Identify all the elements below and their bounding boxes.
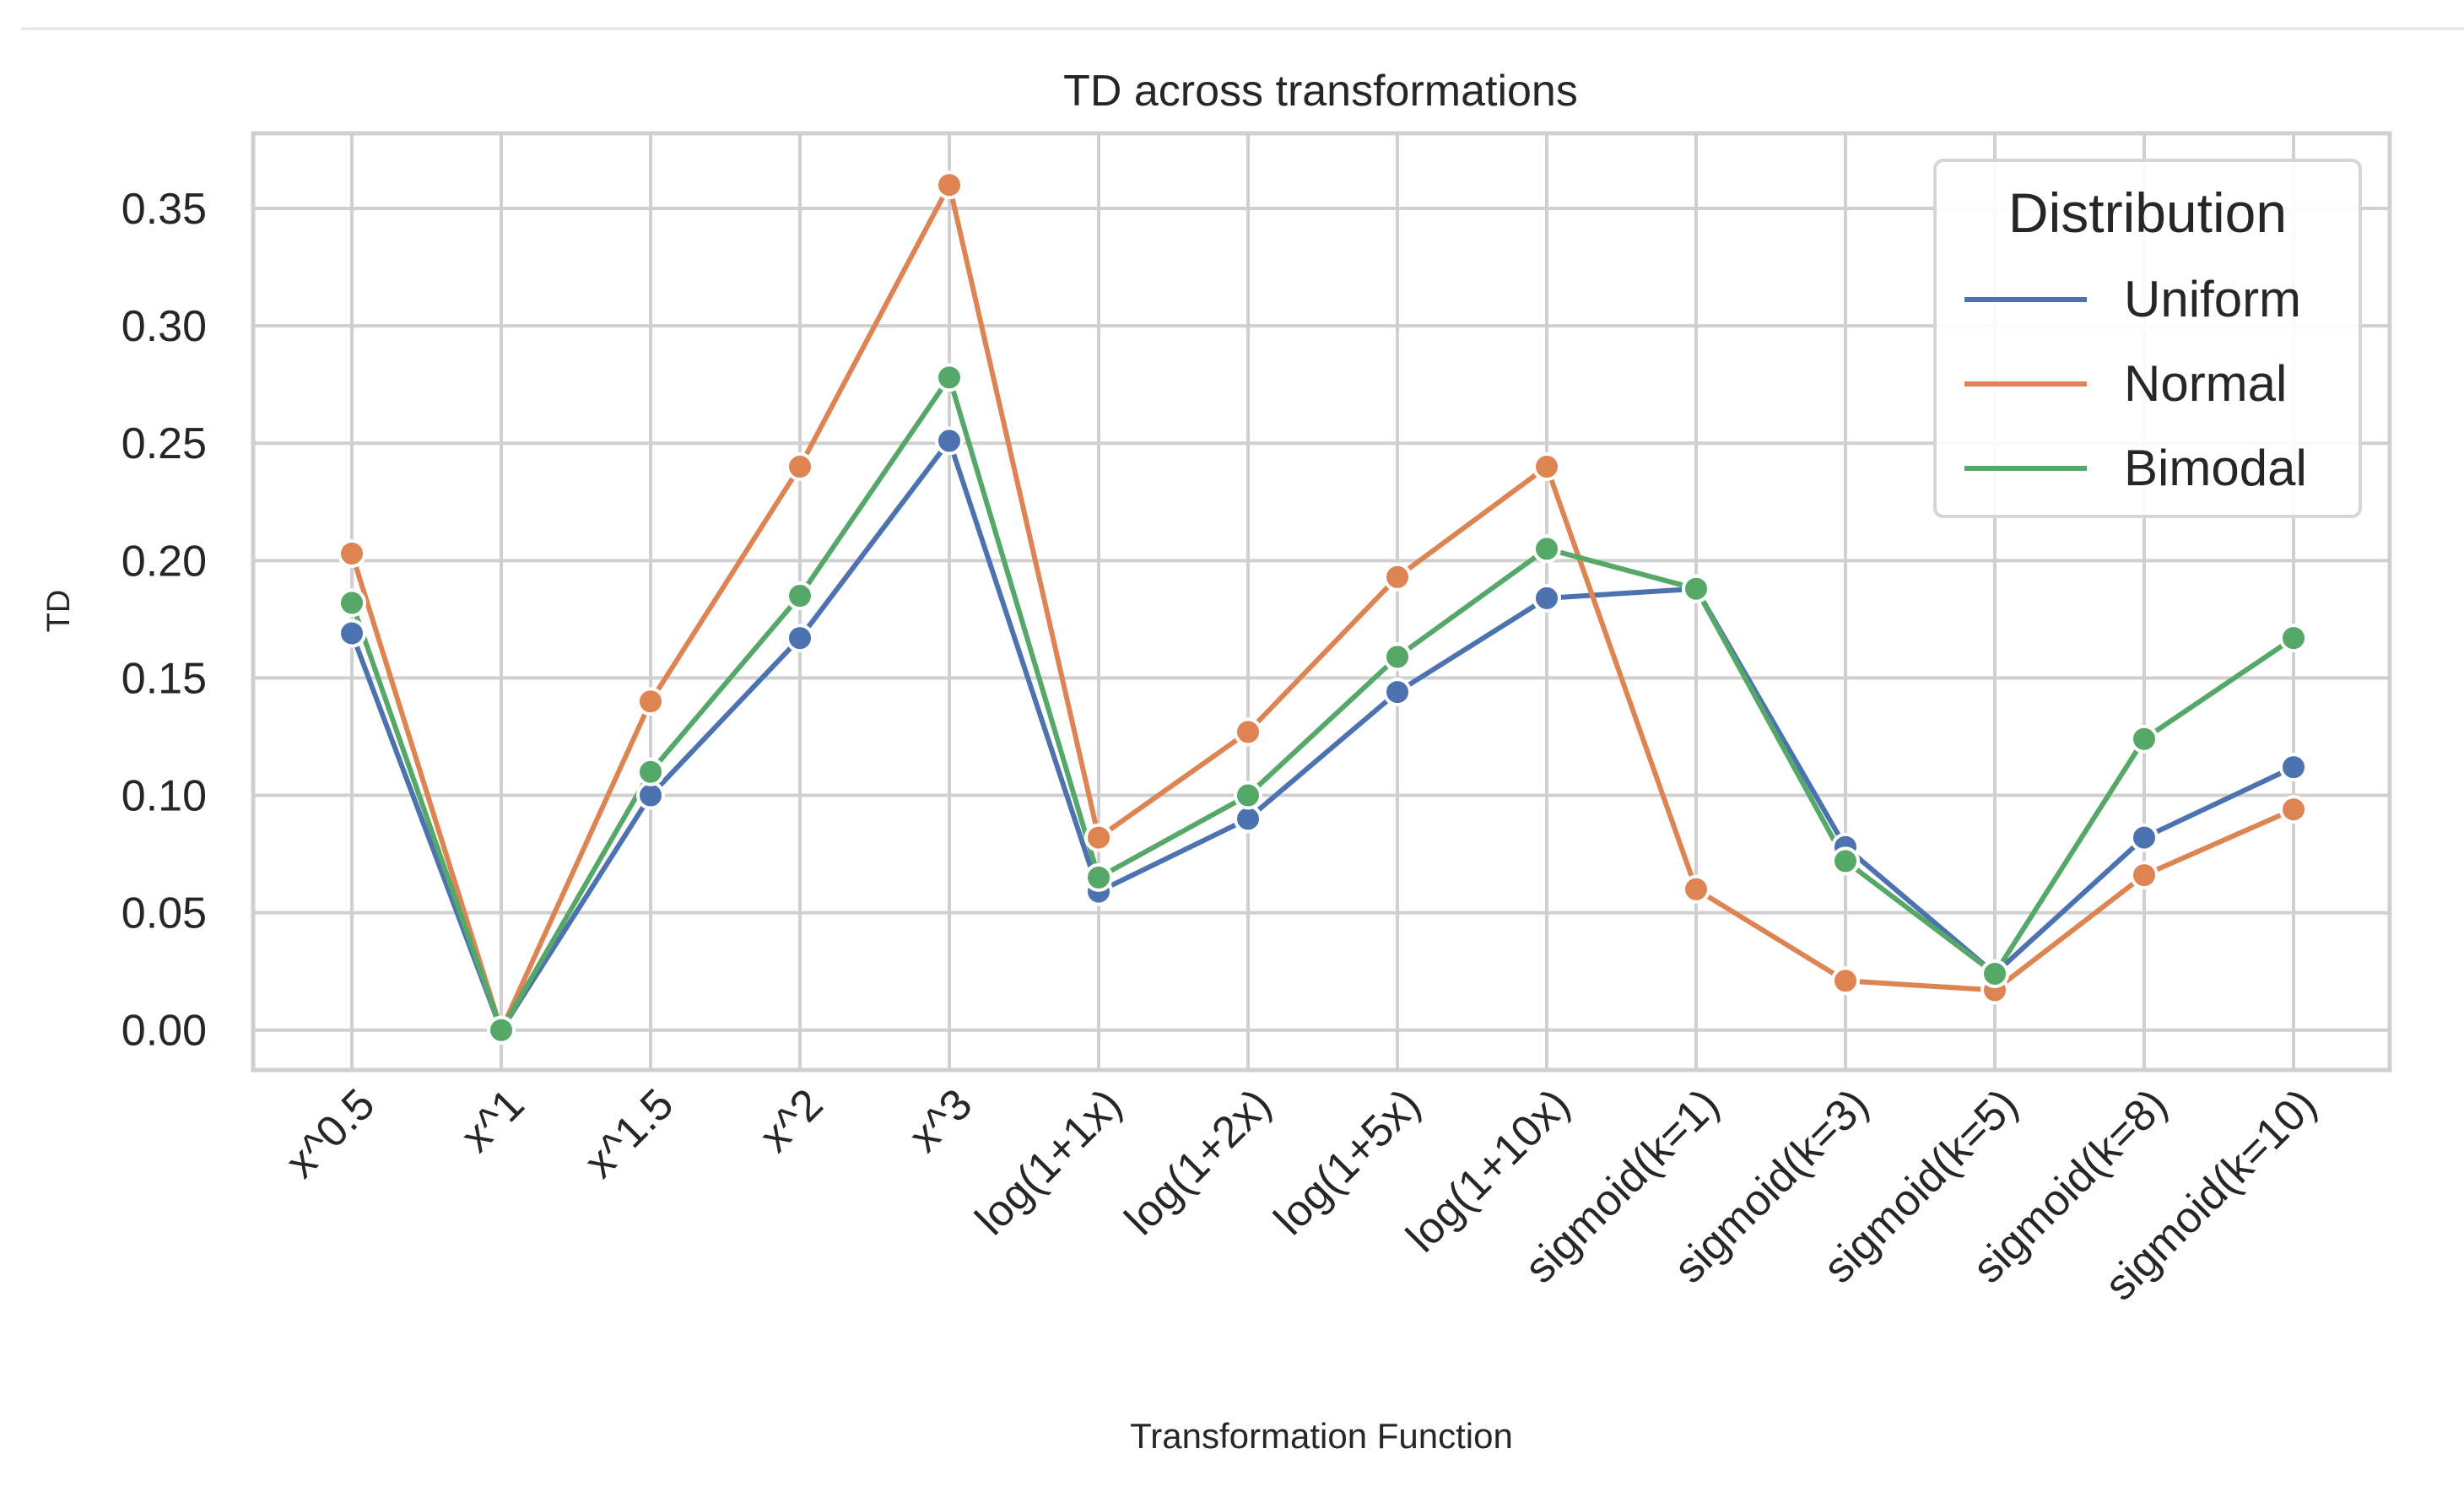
data-point-uniform bbox=[338, 619, 366, 648]
data-point-normal bbox=[935, 170, 964, 200]
data-point-bimodal bbox=[1084, 862, 1113, 892]
data-point-bimodal bbox=[636, 757, 665, 786]
data-point-normal bbox=[338, 538, 366, 568]
data-point-normal bbox=[1682, 874, 1710, 904]
series bbox=[338, 170, 2308, 1045]
y-tick-label: 0.05 bbox=[122, 889, 207, 938]
data-point-uniform bbox=[1532, 583, 1561, 613]
y-tick-label: 0.30 bbox=[122, 302, 207, 351]
data-point-bimodal bbox=[487, 1015, 516, 1045]
data-point-uniform bbox=[935, 426, 964, 456]
y-axis-label: TD bbox=[41, 590, 77, 633]
data-point-bimodal bbox=[935, 363, 964, 392]
legend: Distribution Uniform Normal Bimodal bbox=[1933, 159, 2362, 518]
legend-title: Distribution bbox=[2008, 181, 2287, 244]
data-point-normal bbox=[1234, 717, 1262, 747]
data-point-normal bbox=[2279, 795, 2308, 824]
y-tick-label: 0.10 bbox=[122, 772, 207, 821]
legend-label-normal: Normal bbox=[2124, 355, 2287, 412]
chart-title: TD across transformations bbox=[1063, 67, 1578, 116]
data-point-uniform bbox=[636, 781, 665, 810]
data-point-bimodal bbox=[1532, 534, 1561, 564]
y-tick-label: 0.25 bbox=[122, 419, 207, 468]
data-point-normal bbox=[786, 452, 814, 482]
data-point-uniform bbox=[1234, 804, 1262, 834]
data-point-bimodal bbox=[2130, 724, 2159, 754]
data-point-bimodal bbox=[1831, 846, 1860, 876]
data-point-bimodal bbox=[1383, 642, 1412, 672]
legend-entries: Uniform Normal Bimodal bbox=[1964, 271, 2307, 496]
series-line-bimodal bbox=[349, 375, 2296, 1033]
data-point-normal bbox=[1532, 452, 1561, 482]
data-point-normal bbox=[1084, 823, 1113, 852]
data-point-normal bbox=[1383, 562, 1412, 592]
series-line-normal bbox=[349, 182, 2296, 1033]
y-tick-label: 0.00 bbox=[122, 1007, 207, 1056]
data-point-bimodal bbox=[786, 581, 814, 611]
data-point-bimodal bbox=[1980, 959, 2009, 988]
y-tick-label: 0.20 bbox=[122, 537, 207, 586]
data-point-uniform bbox=[1383, 678, 1412, 707]
data-point-uniform bbox=[2130, 823, 2159, 852]
data-point-normal bbox=[2130, 861, 2159, 890]
data-point-bimodal bbox=[2279, 624, 2308, 653]
data-point-normal bbox=[636, 687, 665, 716]
data-point-bimodal bbox=[338, 588, 366, 618]
x-axis-label: Transformation Function bbox=[1130, 1416, 1513, 1456]
data-point-normal bbox=[1831, 966, 1860, 996]
y-axis-ticks: 0.00 0.05 0.10 0.15 0.20 0.25 0.30 0.35 bbox=[122, 185, 207, 1056]
y-tick-label: 0.15 bbox=[122, 654, 207, 703]
legend-box bbox=[1933, 159, 2362, 518]
legend-label-bimodal: Bimodal bbox=[2124, 440, 2307, 496]
data-point-bimodal bbox=[1682, 574, 1710, 603]
data-point-uniform bbox=[786, 624, 814, 653]
y-tick-label: 0.35 bbox=[122, 185, 207, 234]
data-point-bimodal bbox=[1234, 781, 1262, 810]
legend-label-uniform: Uniform bbox=[2124, 271, 2301, 327]
data-point-uniform bbox=[2279, 753, 2308, 782]
